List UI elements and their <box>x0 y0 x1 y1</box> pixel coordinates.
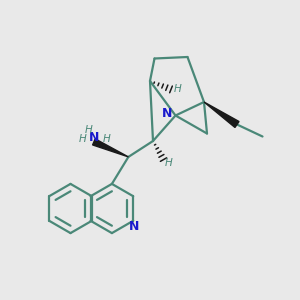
Text: H: H <box>174 84 182 94</box>
Text: H: H <box>85 125 92 135</box>
Text: N: N <box>89 131 100 144</box>
Text: H: H <box>165 158 173 168</box>
Polygon shape <box>93 139 128 157</box>
Polygon shape <box>204 102 239 128</box>
Text: H: H <box>79 134 86 145</box>
Text: H: H <box>103 134 110 145</box>
Text: N: N <box>162 106 172 120</box>
Text: N: N <box>129 220 139 233</box>
